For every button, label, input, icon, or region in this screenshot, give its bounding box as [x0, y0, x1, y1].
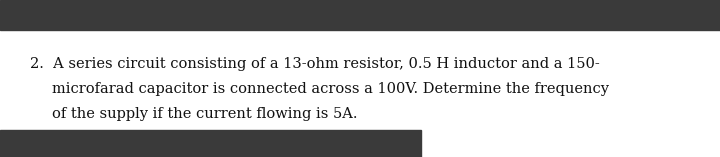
Bar	[0, 0, 720, 30]
Text: microfarad capacitor is connected across a 100V. Determine the frequency: microfarad capacitor is connected across…	[52, 82, 609, 96]
Text: of the supply if the current flowing is 5A.: of the supply if the current flowing is …	[52, 107, 358, 121]
Text: 2.  A series circuit consisting of a 13-ohm resistor, 0.5 H inductor and a 150-: 2. A series circuit consisting of a 13-o…	[30, 57, 600, 71]
Bar	[0, 130, 421, 157]
